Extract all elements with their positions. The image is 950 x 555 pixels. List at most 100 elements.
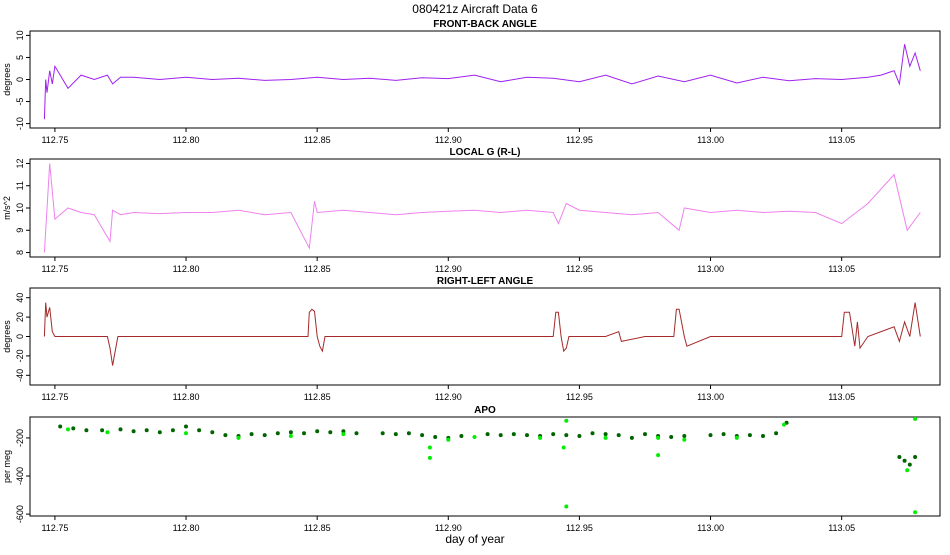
data-point <box>761 434 765 438</box>
x-tick-label: 112.75 <box>41 523 68 533</box>
data-point <box>708 433 713 438</box>
figure-title: 080421z Aircraft Data 6 <box>412 2 538 16</box>
series-line <box>43 163 921 253</box>
x-tick-label: 112.85 <box>304 135 331 145</box>
data-point <box>459 434 464 438</box>
data-point <box>380 431 385 436</box>
panel-title: FRONT-BACK ANGLE <box>433 19 537 30</box>
panel-4: APO per meg -600 -400 -200 112.75 112.80 112.85… <box>2 405 941 533</box>
data-point <box>105 430 110 435</box>
x-tick-label: 112.80 <box>173 392 200 402</box>
data-point <box>511 432 516 437</box>
panel-2: LOCAL G (R-L) m/s^2 8 9 10 11 12 112.75 112.80 11… <box>2 147 941 274</box>
data-point <box>58 424 63 429</box>
data-point <box>197 428 202 433</box>
data-point <box>897 455 902 459</box>
data-point <box>223 433 228 438</box>
x-tick-label: 112.75 <box>41 264 68 274</box>
y-axis-label: degrees <box>2 63 12 96</box>
y-tick-label: -40 <box>15 369 25 382</box>
data-point <box>354 431 359 436</box>
x-tick-label: 113.05 <box>828 523 855 533</box>
x-tick-label: 112.95 <box>566 264 593 274</box>
data-point <box>721 432 726 437</box>
data-point <box>393 432 398 437</box>
data-point <box>446 437 451 442</box>
y-tick-label: 40 <box>15 293 25 303</box>
data-point <box>118 427 123 432</box>
data-point <box>656 435 661 440</box>
x-tick-label: 113.00 <box>697 392 724 402</box>
y-tick-label: 10 <box>15 30 25 40</box>
x-tick-label: 112.90 <box>435 392 462 402</box>
x-tick-label: 112.90 <box>435 135 462 145</box>
data-point <box>577 434 582 438</box>
data-point <box>913 455 918 459</box>
y-tick-label: -400 <box>15 467 25 485</box>
data-point <box>328 430 333 435</box>
y-tick-label: 0 <box>15 334 25 339</box>
y-axis-label: per meg <box>2 450 12 483</box>
data-point <box>472 435 477 439</box>
data-point <box>100 428 105 433</box>
data-point <box>913 416 918 421</box>
data-point <box>210 430 215 435</box>
data-point <box>341 432 346 437</box>
x-tick-label: 112.80 <box>173 523 200 533</box>
data-point <box>669 435 674 439</box>
data-point <box>71 426 76 431</box>
data-point <box>485 432 490 437</box>
data-point <box>157 430 162 435</box>
data-point <box>603 435 608 440</box>
y-tick-label: 0 <box>15 77 25 82</box>
data-point <box>315 429 320 434</box>
data-point <box>427 445 432 450</box>
data-point <box>747 433 752 438</box>
y-tick-label: -20 <box>15 349 25 362</box>
data-point <box>288 430 293 435</box>
panel-3: RIGHT-LEFT ANGLE degrees -40 -20 0 20 40 112.75… <box>2 276 941 402</box>
data-point <box>590 431 595 436</box>
y-tick-label: 20 <box>15 312 25 322</box>
y-tick-label: 8 <box>15 250 25 255</box>
x-tick-label: 112.80 <box>173 135 200 145</box>
data-point <box>902 458 907 463</box>
y-tick-label: 10 <box>15 203 25 213</box>
x-tick-label: 113.00 <box>697 523 724 533</box>
y-tick-label: 5 <box>15 55 25 60</box>
x-tick-label: 113.05 <box>828 135 855 145</box>
data-point <box>561 445 566 450</box>
data-point <box>782 422 786 427</box>
data-point <box>774 431 779 436</box>
data-point <box>249 432 254 437</box>
x-tick-label: 112.85 <box>304 264 331 274</box>
data-point <box>616 433 621 438</box>
y-axis-label: degrees <box>2 320 12 353</box>
y-tick-label: -600 <box>15 505 25 523</box>
data-point <box>525 433 529 438</box>
panel-1: FRONT-BACK ANGLE degrees -10 -5 0 5 10 112.75 11… <box>2 19 941 145</box>
x-tick-label: 113.05 <box>828 264 855 274</box>
panel-title: LOCAL G (R-L) <box>450 147 521 158</box>
x-tick-label: 113.05 <box>828 392 855 402</box>
x-tick-label: 112.85 <box>304 392 331 402</box>
panel-title: APO <box>474 405 496 416</box>
y-tick-label: -200 <box>15 429 25 447</box>
data-point <box>643 432 647 437</box>
data-point <box>84 428 89 433</box>
data-point <box>905 468 910 473</box>
y-tick-label: -5 <box>15 98 25 106</box>
y-tick-label: 11 <box>15 181 25 190</box>
y-tick-label: -10 <box>15 117 25 130</box>
x-tick-label: 112.95 <box>566 392 593 402</box>
x-tick-label: 112.80 <box>173 264 200 274</box>
data-point <box>564 433 569 438</box>
data-point <box>262 433 267 438</box>
series-line <box>43 302 921 366</box>
data-point <box>629 435 634 440</box>
data-point <box>551 432 556 437</box>
data-point <box>734 435 739 440</box>
data-point <box>184 431 188 436</box>
